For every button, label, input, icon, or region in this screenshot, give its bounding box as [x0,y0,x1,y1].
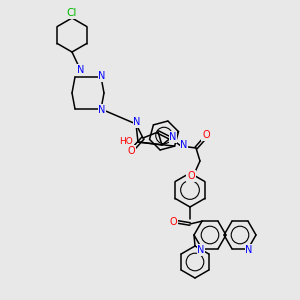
Text: HO: HO [119,136,133,146]
Text: O: O [187,171,195,181]
Text: N: N [197,245,205,255]
Text: N: N [133,117,141,127]
Text: N: N [98,105,106,115]
Text: N: N [169,132,177,142]
Text: N: N [245,245,253,255]
Text: O: O [202,130,210,140]
Text: N: N [180,140,188,150]
Text: N: N [98,71,106,81]
Text: O: O [127,146,135,156]
Text: Cl: Cl [67,8,77,18]
Text: N: N [77,65,85,75]
Text: O: O [169,217,177,227]
